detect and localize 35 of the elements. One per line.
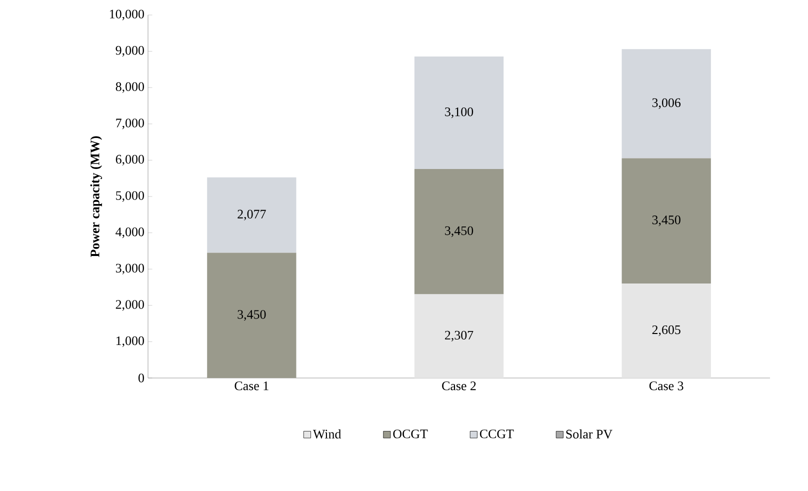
y-tick-label: 3,000 [116,264,144,274]
data-label: 3,450 [238,310,266,321]
y-tick-label: 5,000 [116,191,144,202]
bar [207,252,296,378]
y-tick-label: 10,000 [110,10,144,20]
y-tick-label: 1,000 [116,336,144,348]
y-tick-label: 0 [138,374,144,382]
data-label: 2,605 [652,325,680,336]
data-label: 3,100 [445,107,474,118]
y-tick-label: 2,000 [116,300,144,311]
data-label: 2,307 [444,330,474,342]
bar [622,158,711,284]
y-tick-label: 6,000 [116,154,144,166]
y-axis-title: Power capacity (MW) [90,136,102,258]
y-tick-label: 9,000 [116,46,144,57]
y-tick-label: 8,000 [116,82,144,93]
data-label: 3,450 [652,216,680,226]
bar [414,56,504,170]
data-label: 3,006 [652,98,681,109]
bar [414,294,504,378]
data-label: 2,077 [238,210,266,220]
y-tick-label: 4,000 [116,228,144,238]
bar [622,283,711,378]
legend-label: Wind [312,429,342,439]
bar [207,177,296,253]
x-tick-label: Case 3 [649,382,684,390]
bar [414,169,504,294]
x-tick-label: Case 2 [442,382,476,390]
y-tick-label: 7,000 [116,118,144,130]
legend-label: Solar PV [566,429,612,439]
legend-label: OCGT [393,430,428,438]
bar [622,49,711,158]
x-tick-label: Case 1 [234,382,268,390]
data-label: 3,450 [445,226,474,237]
legend-label: CCGT [480,430,514,438]
